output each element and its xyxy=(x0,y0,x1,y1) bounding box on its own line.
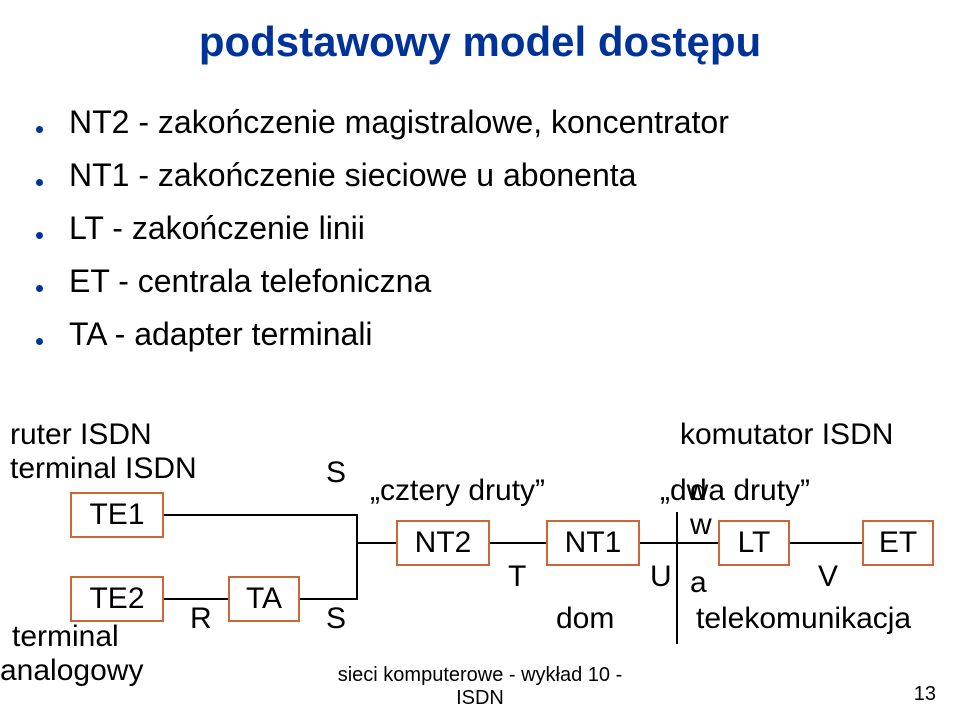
box-nt1: NT1 xyxy=(546,520,640,566)
box-te2: TE2 xyxy=(70,576,164,622)
footer-line1: sieci komputerowe - wykład 10 - xyxy=(338,664,623,686)
box-ta-label: TA xyxy=(246,582,282,616)
footer-line2: ISDN xyxy=(456,687,504,709)
line-ta-out xyxy=(300,598,356,600)
label-terminal: terminal xyxy=(12,620,119,654)
label-T: T xyxy=(508,560,526,594)
bullet-item: NT2 - zakończenie magistralowe, koncentr… xyxy=(36,104,729,141)
label-w: w xyxy=(690,508,712,542)
label-a: a xyxy=(690,566,707,600)
box-nt2: NT2 xyxy=(396,520,490,566)
line-te2-ta xyxy=(164,598,228,600)
line-te1-out xyxy=(164,514,356,516)
label-komutator: komutator ISDN xyxy=(680,418,893,452)
box-ta: TA xyxy=(228,576,300,622)
line-bus-nt2 xyxy=(356,542,396,544)
label-dom: dom xyxy=(556,602,614,636)
slide-footer: sieci komputerowe - wykład 10 - ISDN xyxy=(0,664,960,710)
line-nt1-lt xyxy=(640,542,718,544)
line-bus-vertical xyxy=(356,514,358,600)
box-et-label: ET xyxy=(879,526,917,560)
bullet-dot xyxy=(36,232,43,239)
bullet-item: LT - zakończenie linii xyxy=(36,210,729,247)
label-ruter: ruter ISDN xyxy=(10,418,152,452)
box-te2-label: TE2 xyxy=(89,582,144,616)
bullet-item: NT1 - zakończenie sieciowe u abonenta xyxy=(36,157,729,194)
label-telekom: telekomunikacja xyxy=(696,602,911,636)
page-number: 13 xyxy=(914,683,936,706)
bullet-dot xyxy=(36,338,43,345)
bullet-list: NT2 - zakończenie magistralowe, koncentr… xyxy=(36,104,729,369)
label-dwa: „dwa druty” xyxy=(660,474,810,508)
bullet-item: ET - centrala telefoniczna xyxy=(36,263,729,300)
label-S-bot: S xyxy=(326,602,346,636)
bullet-text: ET - centrala telefoniczna xyxy=(69,263,431,300)
label-S-top: S xyxy=(326,456,346,490)
bullet-dot xyxy=(36,126,43,133)
bullet-dot xyxy=(36,285,43,292)
box-te1-label: TE1 xyxy=(89,498,144,532)
label-U: U xyxy=(650,560,672,594)
slide-title: podstawowy model dostępu xyxy=(0,18,960,66)
bullet-dot xyxy=(36,179,43,186)
bullet-text: NT2 - zakończenie magistralowe, koncentr… xyxy=(69,104,729,141)
box-lt-label: LT xyxy=(738,526,771,560)
label-d: d xyxy=(690,474,707,508)
line-dom-divider xyxy=(676,512,678,644)
box-nt1-label: NT1 xyxy=(565,526,622,560)
bullet-text: TA - adapter terminali xyxy=(69,316,373,353)
line-lt-et xyxy=(790,542,862,544)
label-cztery: „cztery druty” xyxy=(370,474,545,508)
bullet-text: NT1 - zakończenie sieciowe u abonenta xyxy=(69,157,636,194)
box-te1: TE1 xyxy=(70,492,164,538)
box-et: ET xyxy=(862,520,934,566)
box-nt2-label: NT2 xyxy=(415,526,472,560)
bullet-text: LT - zakończenie linii xyxy=(69,210,365,247)
bullet-item: TA - adapter terminali xyxy=(36,316,729,353)
line-nt2-nt1 xyxy=(490,542,546,544)
label-R: R xyxy=(190,602,212,636)
label-terminal-isdn: terminal ISDN xyxy=(10,452,197,486)
label-V: V xyxy=(818,560,838,594)
box-lt: LT xyxy=(718,520,790,566)
